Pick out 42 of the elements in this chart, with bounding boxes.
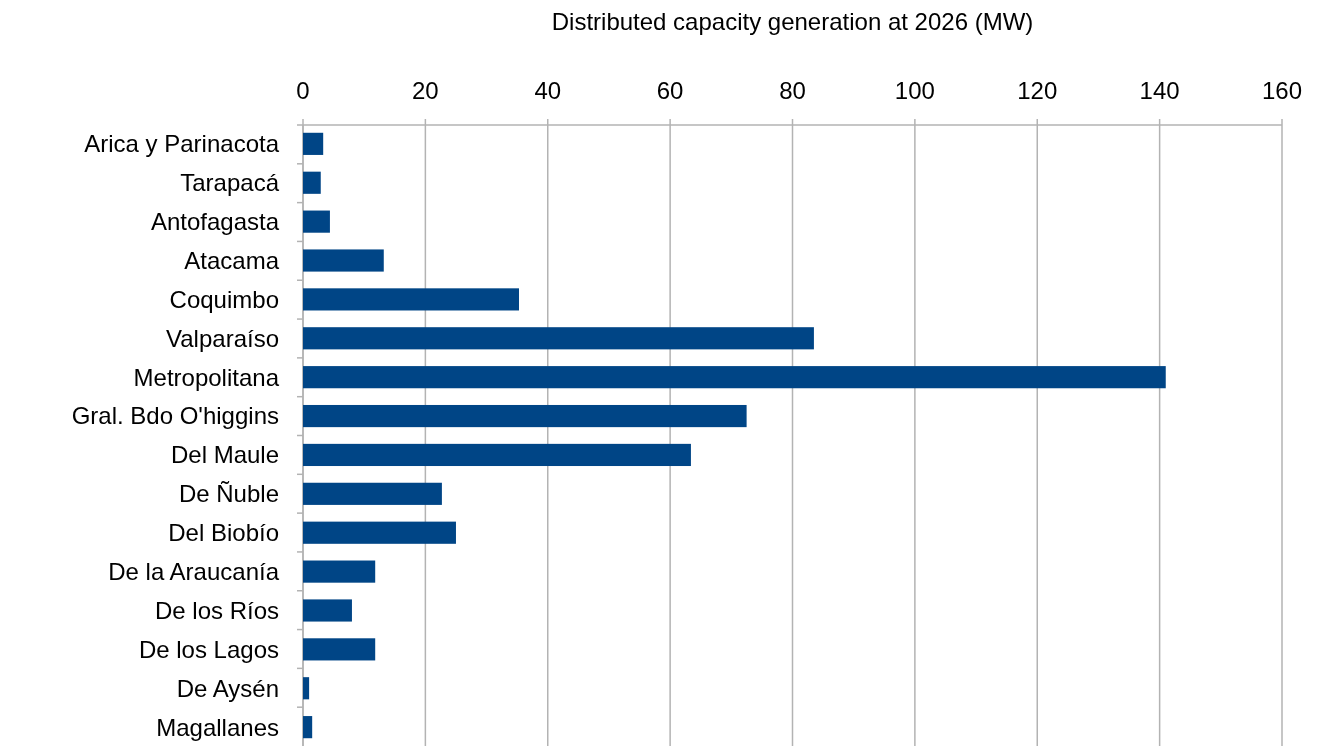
y-tick-label: De Aysén — [176, 674, 279, 702]
x-tick-label: 160 — [1261, 77, 1303, 104]
bar — [303, 288, 519, 311]
y-tick-label: Magallanes — [156, 713, 279, 741]
x-tick-label: 120 — [1017, 77, 1058, 104]
y-tick-label: Valparaíso — [166, 324, 279, 352]
x-tick-label: 140 — [1139, 77, 1180, 104]
y-tick-label: De la Araucanía — [108, 558, 280, 585]
x-tick-label: 60 — [656, 77, 684, 104]
bar — [303, 366, 1166, 389]
bar — [303, 404, 747, 428]
bar — [303, 171, 321, 194]
y-tick-label: Coquimbo — [169, 285, 279, 313]
bar — [303, 677, 310, 700]
y-tick-label: Gral. Bdo O'higgins — [71, 402, 279, 430]
chart-title: Distributed capacity generation at 2026 (MW) — [551, 8, 1034, 35]
bar — [303, 638, 376, 661]
bar — [303, 249, 384, 272]
x-tick-label: 100 — [894, 77, 935, 104]
y-tick-label: De los Lagos — [138, 635, 279, 663]
bar — [303, 560, 376, 583]
bar — [303, 482, 442, 505]
y-tick-label: Del Biobío — [168, 519, 279, 547]
y-tick-label: Arica y Parinacota — [84, 130, 280, 158]
y-tick-label: Tarapacá — [180, 169, 280, 197]
bar — [303, 327, 814, 350]
y-tick-label: De Ñuble — [178, 480, 279, 508]
bar — [303, 132, 324, 155]
bar — [303, 443, 691, 467]
bar — [303, 716, 313, 739]
y-tick-label: Metropolitana — [133, 363, 280, 391]
x-tick-label: 20 — [412, 77, 439, 104]
bar — [303, 210, 330, 233]
y-tick-label: Atacama — [184, 246, 280, 274]
y-tick-label: Del Maule — [170, 441, 279, 469]
x-tick-label: 80 — [779, 77, 806, 104]
y-tick-label: De los Ríos — [154, 596, 279, 624]
bar — [303, 521, 456, 544]
y-tick-label: Antofagasta — [150, 208, 280, 236]
x-tick-label: 40 — [534, 77, 562, 104]
bar — [303, 599, 352, 622]
x-tick-label: 0 — [296, 77, 310, 104]
